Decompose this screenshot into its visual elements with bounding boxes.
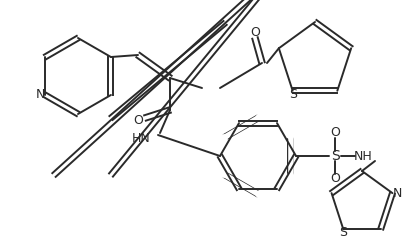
Text: S: S [331, 149, 339, 163]
Text: S: S [289, 88, 297, 101]
Text: S: S [339, 226, 347, 239]
Text: O: O [250, 27, 260, 39]
Text: HN: HN [131, 131, 150, 145]
Text: O: O [133, 115, 143, 127]
Text: N: N [35, 89, 45, 101]
Text: NH: NH [354, 150, 372, 162]
Text: O: O [330, 173, 340, 186]
Text: O: O [330, 126, 340, 139]
Text: N: N [393, 186, 402, 200]
